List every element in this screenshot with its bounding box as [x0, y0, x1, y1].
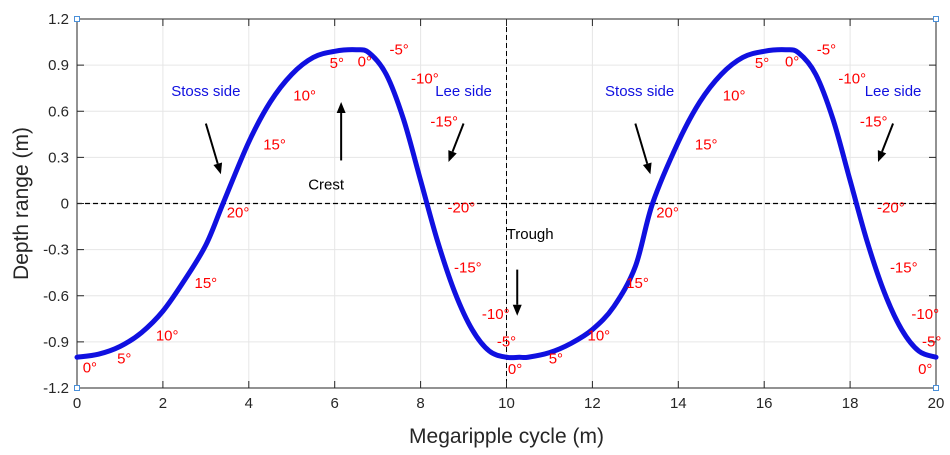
angle-label: 0° — [358, 54, 372, 71]
x-tick-label: 2 — [159, 395, 167, 412]
angle-label: 0° — [83, 360, 97, 377]
corner-handle — [933, 385, 939, 391]
x-tick-label: 10 — [498, 395, 515, 412]
x-axis-title: Megaripple cycle (m) — [409, 425, 604, 448]
angle-label: -5° — [389, 41, 408, 58]
angle-label: -10° — [411, 71, 439, 88]
arrow-head — [213, 162, 223, 175]
angle-label: 20° — [227, 204, 250, 221]
axis-ticks — [76, 18, 937, 389]
arrow-shaft — [881, 123, 894, 153]
slope-angle-labels: 0°5°10°15°20°15°10°5° 0°-5°-10°-15°-20°-1… — [83, 41, 942, 378]
angle-label: 0° — [918, 361, 932, 378]
selection-handles — [74, 16, 939, 391]
x-tick-label: 20 — [928, 395, 945, 412]
y-tick-label: 1.2 — [48, 11, 69, 28]
angle-label: 10° — [587, 327, 610, 344]
x-tick-label: 14 — [670, 395, 687, 412]
angle-label: -10° — [838, 71, 866, 88]
annotation-label: Trough — [507, 226, 554, 243]
arrow-shaft — [634, 123, 649, 165]
annotation-label: Crest — [308, 177, 345, 194]
angle-label: 0° — [508, 361, 522, 378]
y-tick-label: 0 — [61, 196, 69, 213]
angle-label: 10° — [293, 87, 316, 104]
series-line — [74, 47, 939, 361]
x-tick-label: 12 — [584, 395, 601, 412]
y-tick-label: 0.9 — [48, 57, 69, 74]
arrow-shaft — [451, 123, 465, 153]
y-tick-label: -0.6 — [43, 288, 69, 305]
angle-label: 5° — [549, 350, 563, 367]
angle-label: 15° — [263, 137, 286, 154]
angle-label: -20° — [877, 200, 905, 217]
x-tick-label: 16 — [756, 395, 773, 412]
angle-label: 5° — [117, 350, 131, 367]
y-axis-title: Depth range (m) — [10, 127, 33, 280]
y-tick-labels: -1.2 -0.9 -0.6 -0.3 0 0.3 0.6 0.9 1.2 — [43, 11, 69, 397]
angle-label: -20° — [448, 200, 476, 217]
angle-label: 10° — [723, 87, 746, 104]
annotation-label: Stoss side — [605, 83, 674, 100]
y-tick-label: -0.3 — [43, 242, 69, 259]
arrow-head — [336, 102, 346, 114]
angle-label: -5° — [817, 41, 836, 58]
angle-label: -10° — [911, 306, 939, 323]
x-tick-label: 8 — [416, 395, 424, 412]
angle-label: 0° — [785, 54, 799, 71]
angle-label: -15° — [430, 114, 458, 131]
annotation-label: Lee side — [865, 83, 922, 100]
arrow-shaft — [204, 123, 219, 165]
x-tick-labels: 0 2 4 6 8 10 12 14 16 18 20 — [73, 395, 945, 412]
arrow-head — [448, 150, 457, 162]
arrow-head — [877, 150, 887, 162]
arrow-head — [512, 304, 522, 316]
angle-label: 5° — [330, 55, 344, 72]
angle-label: 15° — [695, 137, 718, 154]
angle-label: 15° — [626, 275, 649, 292]
angle-label: -15° — [890, 260, 918, 277]
annotation-arrows — [204, 102, 894, 316]
arrow-head — [642, 162, 652, 175]
x-tick-label: 6 — [331, 395, 339, 412]
angle-label: 15° — [195, 275, 218, 292]
angle-label: -5° — [922, 333, 941, 350]
x-tick-label: 18 — [842, 395, 859, 412]
angle-label: -15° — [454, 260, 482, 277]
angle-label: 5° — [755, 55, 769, 72]
x-tick-label: 0 — [73, 395, 81, 412]
y-tick-label: 0.3 — [48, 149, 69, 166]
series-layer — [74, 47, 939, 361]
y-tick-label: 0.6 — [48, 103, 69, 120]
angle-label: 20° — [656, 204, 679, 221]
y-tick-label: -1.2 — [43, 380, 69, 397]
corner-handle — [933, 16, 939, 22]
angle-label: -10° — [482, 306, 510, 323]
angle-label: -5° — [497, 333, 516, 350]
x-tick-label: 4 — [245, 395, 253, 412]
annotation-label: Stoss side — [171, 83, 240, 100]
corner-handle — [74, 385, 80, 391]
reference-lines — [77, 19, 936, 388]
angle-label: -15° — [860, 114, 888, 131]
y-tick-label: -0.9 — [43, 334, 69, 351]
annotation-labels: Stoss side Lee side Stoss side Lee side Cres… — [171, 83, 921, 243]
corner-handle — [74, 16, 80, 22]
annotation-label: Lee side — [435, 83, 492, 100]
angle-label: 10° — [156, 327, 179, 344]
